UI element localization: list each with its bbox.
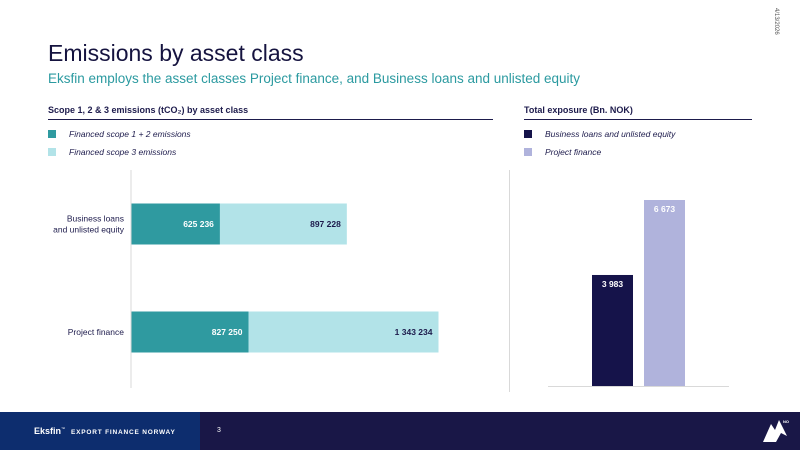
legend-scope3: Financed scope 3 emissions [48, 147, 176, 157]
legend-business: Business loans and unlisted equity [524, 129, 675, 139]
emissions-chart-heading: Scope 1, 2 & 3 emissions (tCO₂) by asset… [48, 105, 493, 120]
emissions-data-label-scope3-0: 897 228 [310, 219, 341, 229]
legend-label-project: Project finance [545, 147, 602, 157]
legend-label-scope3: Financed scope 3 emissions [69, 147, 177, 157]
legend-swatch-project [524, 148, 532, 156]
legend-swatch-business [524, 130, 532, 138]
legend-project: Project finance [524, 147, 601, 157]
legend-swatch-scope12 [48, 130, 56, 138]
exposure-bar-0 [592, 274, 633, 386]
emissions-bar-scope12-1 [131, 311, 249, 353]
emissions-category-label-0-1: and unlisted equity [53, 225, 125, 235]
brand-name: Eksfin [34, 426, 62, 436]
legend-label-scope12: Financed scope 1 + 2 emissions [69, 129, 191, 139]
emissions-data-label-scope3-1: 1 343 234 [395, 327, 433, 337]
emissions-category-label-0-0: Business loans [67, 214, 124, 224]
legend-label-business: Business loans and unlisted equity [545, 129, 676, 139]
emissions-data-label-scope12-0: 625 236 [183, 219, 214, 229]
brand-wordmark: Eksfin™ EXPORT FINANCE NORWAY [34, 426, 176, 436]
exposure-chart-heading: Total exposure (Bn. NOK) [524, 105, 752, 120]
emissions-bar-scope3-1 [248, 311, 439, 353]
svg-text:NO: NO [783, 419, 789, 424]
legend-swatch-scope3 [48, 148, 56, 156]
brand-tm: ™ [61, 426, 66, 431]
exposure-chart: 3 983 6 673 [548, 200, 729, 387]
exposure-data-label-0: 3 983 [602, 279, 624, 289]
exposure-bar-1 [644, 200, 685, 386]
legend-scope12: Financed scope 1 + 2 emissions [48, 129, 191, 139]
emissions-category-label-1-0: Project finance [68, 327, 124, 337]
footer-bar: Eksfin™ EXPORT FINANCE NORWAY 3 [0, 412, 800, 450]
brand-tagline: EXPORT FINANCE NORWAY [71, 429, 176, 436]
footer-brand-panel: Eksfin™ EXPORT FINANCE NORWAY [0, 412, 200, 450]
exposure-data-label-1: 6 673 [654, 204, 676, 214]
page-title: Emissions by asset class [48, 40, 304, 66]
emissions-data-label-scope12-1: 827 250 [212, 327, 243, 337]
emissions-bar-scope3-0 [219, 203, 347, 245]
section-divider [509, 170, 510, 392]
page-number: 3 [217, 427, 221, 434]
emissions-bar-scope12-0 [131, 203, 220, 245]
page-subtitle: Eksfin employs the asset classes Project… [48, 71, 581, 86]
eksfin-logo: NO [763, 419, 789, 442]
